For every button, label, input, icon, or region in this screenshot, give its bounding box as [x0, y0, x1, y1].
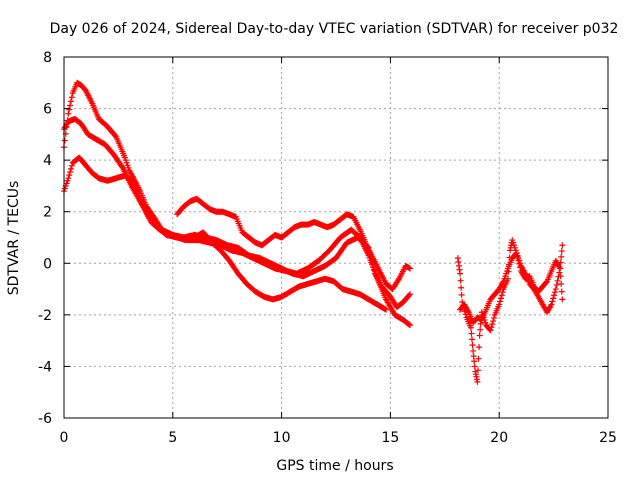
x-tick-label: 25 — [599, 430, 617, 446]
data-point — [470, 347, 477, 354]
data-point — [476, 332, 483, 339]
data-point — [468, 330, 475, 337]
data-point — [467, 324, 474, 331]
data-point — [471, 358, 478, 365]
data-point — [471, 363, 478, 370]
data-point — [406, 291, 413, 298]
data-point — [499, 289, 506, 296]
data-point — [395, 277, 402, 284]
data-point — [477, 326, 484, 333]
data-point — [469, 342, 476, 349]
data-point — [457, 270, 464, 277]
data-point — [552, 286, 559, 293]
x-tick-label: 15 — [381, 430, 399, 446]
data-point — [497, 295, 504, 302]
data-point — [516, 260, 523, 267]
data-point — [557, 265, 564, 272]
x-tick-label: 5 — [168, 430, 177, 446]
data-point — [559, 242, 566, 249]
data-point — [67, 165, 74, 172]
data-point — [68, 162, 75, 169]
data-point — [558, 280, 565, 287]
x-tick-label: 10 — [273, 430, 291, 446]
data-point — [550, 295, 557, 302]
y-tick-label: 8 — [43, 50, 52, 66]
data-point — [558, 253, 565, 260]
series-arc-4 — [174, 195, 413, 293]
y-tick-label: -2 — [38, 308, 52, 324]
data-point — [474, 378, 481, 385]
data-point — [383, 306, 390, 313]
series-arc-3 — [61, 154, 390, 313]
data-point — [553, 281, 560, 288]
chart-title: Day 026 of 2024, Sidereal Day-to-day VTE… — [50, 21, 619, 37]
data-point — [487, 327, 494, 334]
plot-frame — [63, 56, 609, 419]
tick-label-layer: 0 5 10 15 20 25 -6 -4 -2 0 2 4 6 8 — [38, 50, 617, 446]
data-point — [517, 264, 524, 271]
data-point — [548, 301, 555, 308]
data-point — [67, 102, 74, 109]
y-tick-label: 2 — [43, 205, 52, 221]
data-point — [457, 277, 464, 284]
y-axis-label: SDTVAR / TECUs — [6, 181, 22, 296]
data-point — [470, 353, 477, 360]
data-point — [489, 321, 496, 328]
data-point — [498, 292, 505, 299]
data-point — [469, 336, 475, 343]
data-point — [554, 277, 561, 284]
data-point — [474, 367, 481, 374]
tick-layer — [63, 56, 609, 419]
data-point — [515, 257, 522, 264]
data-point — [514, 253, 521, 260]
y-tick-label: -4 — [38, 359, 52, 375]
y-tick-label: 0 — [43, 256, 52, 272]
data-point — [66, 172, 73, 179]
data-points-layer — [61, 79, 566, 385]
data-point — [549, 298, 556, 305]
data-point — [68, 94, 75, 101]
y-tick-label: -6 — [38, 411, 52, 427]
data-point — [112, 132, 119, 139]
data-point — [475, 355, 482, 362]
data-point — [61, 137, 68, 144]
data-point — [65, 110, 72, 117]
data-point — [513, 249, 520, 256]
data-point — [558, 248, 565, 255]
y-tick-label: 4 — [43, 153, 52, 169]
data-point — [118, 163, 125, 170]
data-point — [406, 292, 413, 299]
data-point — [551, 292, 558, 299]
series-arc-6 — [457, 249, 566, 326]
data-point — [557, 273, 564, 280]
data-point — [66, 106, 73, 113]
data-point — [543, 279, 550, 286]
y-tick-label: 6 — [43, 102, 52, 118]
data-point — [67, 98, 74, 105]
data-point — [406, 265, 413, 272]
data-point — [490, 318, 497, 325]
x-axis-label: GPS time / hours — [276, 458, 393, 474]
series-arc-5 — [454, 237, 566, 385]
data-point — [490, 314, 497, 321]
x-tick-label: 20 — [490, 430, 508, 446]
data-point — [558, 288, 565, 295]
data-point — [497, 298, 504, 305]
x-tick-label: 0 — [60, 430, 69, 446]
data-point — [65, 175, 72, 182]
data-point — [559, 296, 566, 303]
data-point — [476, 344, 483, 351]
data-point — [496, 301, 503, 308]
data-point — [488, 324, 495, 331]
data-point — [458, 284, 465, 291]
data-point — [406, 321, 413, 328]
data-point — [406, 322, 413, 329]
data-point — [551, 289, 558, 296]
data-point — [458, 291, 465, 298]
grid-layer — [64, 57, 608, 418]
data-point — [67, 169, 74, 176]
data-point — [556, 269, 563, 276]
